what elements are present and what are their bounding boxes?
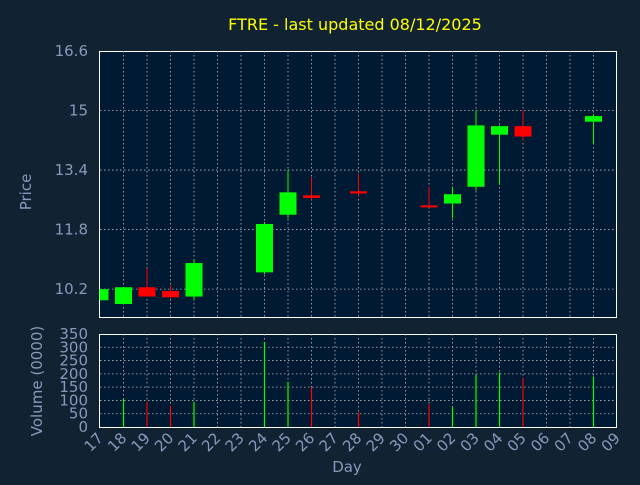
candle-19 — [138, 268, 156, 297]
price-tick-label: 13.4 — [55, 161, 88, 179]
price-tick-label: 10.2 — [55, 280, 88, 298]
x-tick-label: 05 — [504, 429, 530, 455]
volume-tick-label: 0 — [78, 418, 88, 436]
x-tick-label: 08 — [574, 429, 600, 455]
candle-18 — [115, 287, 132, 304]
candle-body-04 — [491, 126, 508, 135]
candle-21 — [185, 259, 203, 301]
candle-24 — [256, 222, 273, 275]
candle-25 — [279, 170, 297, 219]
x-tick-label: 30 — [386, 429, 412, 455]
candle-body-17 — [100, 289, 109, 301]
volume-tick-label: 100 — [59, 391, 88, 409]
volume-axis-label: Volume (0000) — [28, 326, 46, 436]
x-tick-label: 01 — [410, 429, 436, 455]
candle-body-02 — [444, 194, 461, 204]
x-tick-label: 29 — [363, 429, 389, 455]
x-tick-label: 19 — [128, 429, 154, 455]
candle-body-19 — [138, 287, 156, 297]
x-tick-label: 26 — [292, 429, 318, 455]
x-tick-label: 27 — [316, 429, 342, 455]
volume-tick-label: 50 — [69, 405, 88, 423]
volume-tick-label: 300 — [59, 338, 88, 356]
candle-26 — [303, 177, 320, 200]
x-tick-label: 24 — [245, 429, 271, 455]
candle-28 — [350, 173, 367, 197]
x-tick-label: 21 — [175, 429, 201, 455]
x-tick-label: 25 — [269, 429, 295, 455]
candle-01 — [420, 186, 438, 208]
candle-body-01 — [420, 205, 438, 208]
candle-20 — [162, 285, 179, 299]
x-tick-label: 09 — [598, 429, 624, 455]
x-tick-label: 23 — [222, 429, 248, 455]
x-tick-label: 06 — [527, 429, 553, 455]
candle-body-05 — [514, 126, 532, 137]
candle-05 — [514, 110, 532, 141]
x-axis-label: Day — [332, 458, 362, 476]
price-axis-label: Price — [17, 174, 35, 211]
volume-tick-label: 350 — [59, 325, 88, 343]
candle-body-18 — [115, 287, 132, 304]
candle-body-20 — [162, 290, 179, 298]
price-tick-label: 11.8 — [55, 221, 88, 239]
price-tick-label: 15 — [69, 102, 88, 120]
candle-body-03 — [467, 125, 485, 187]
candle-body-26 — [303, 195, 320, 198]
candle-17 — [99, 289, 109, 301]
candle-04 — [491, 125, 508, 185]
candle-body-25 — [279, 192, 297, 215]
candle-body-24 — [256, 223, 273, 273]
x-tick-label: 03 — [457, 429, 483, 455]
candle-08 — [585, 114, 602, 145]
volume-tick-label: 200 — [59, 365, 88, 383]
x-tick-label: 22 — [198, 429, 224, 455]
volume-tick-label: 250 — [59, 352, 88, 370]
x-tick-label: 28 — [339, 429, 365, 455]
x-tick-label: 07 — [551, 429, 577, 455]
candle-03 — [467, 110, 485, 191]
volume-panel — [99, 334, 617, 428]
candlesticks — [99, 110, 602, 304]
candle-02 — [444, 186, 461, 219]
x-tick-label: 20 — [151, 429, 177, 455]
price-tick-label: 16.6 — [55, 42, 88, 60]
x-tick-label: 18 — [104, 429, 130, 455]
volume-tick-label: 150 — [59, 378, 88, 396]
chart-title: FTRE - last updated 08/12/2025 — [228, 15, 482, 34]
x-tick-label: 04 — [480, 429, 506, 455]
candle-body-21 — [185, 263, 203, 297]
x-tick-label: 02 — [433, 429, 459, 455]
candle-body-08 — [585, 116, 602, 122]
candle-body-28 — [350, 191, 367, 194]
volume-bars — [122, 341, 595, 427]
